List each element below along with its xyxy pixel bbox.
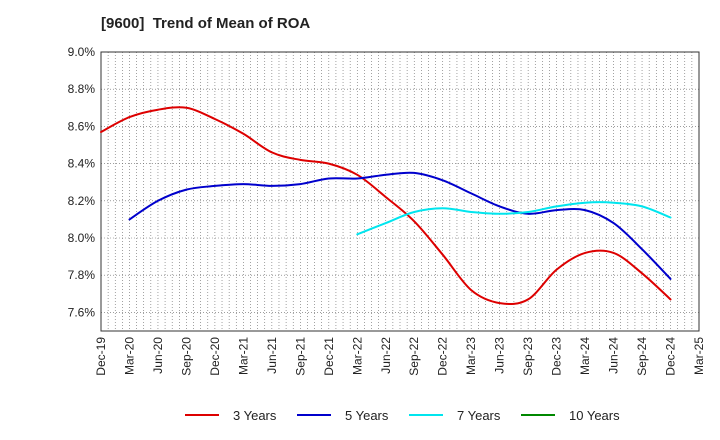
x-tick-label: Jun-22 — [379, 337, 393, 374]
x-tick-label: Dec-23 — [550, 337, 564, 376]
x-tick-label: Mar-20 — [122, 337, 136, 375]
x-tick-label: Mar-23 — [464, 337, 478, 375]
y-tick-label: 9.0% — [68, 45, 96, 59]
x-tick-label: Dec-19 — [94, 337, 108, 376]
series-line-5-years — [128, 171, 672, 280]
series-line-7-years — [356, 201, 672, 236]
legend-swatch — [185, 414, 219, 416]
x-tick-label: Mar-22 — [350, 337, 364, 375]
x-tick-label: Jun-23 — [493, 337, 507, 374]
legend: 3 Years 5 Years 7 Years 10 Years — [0, 403, 720, 427]
legend-label: 10 Years — [569, 407, 620, 423]
y-tick-label: 8.0% — [68, 231, 96, 245]
x-tick-label: Sep-24 — [635, 337, 649, 376]
x-tick-label: Mar-21 — [236, 337, 250, 375]
grid-lines — [100, 51, 700, 331]
x-tick-label: Dec-24 — [664, 337, 678, 376]
legend-swatch — [409, 414, 443, 416]
legend-item-10-years: 10 Years — [521, 403, 620, 427]
y-tick-label: 8.2% — [68, 194, 96, 208]
x-tick-label: Jun-21 — [265, 337, 279, 374]
x-axis-tick-labels: Dec-19 Mar-20 Jun-20 Sep-20 Dec-20 Mar-21 Jun-… — [94, 337, 706, 376]
legend-item-3-years: 3 Years — [185, 403, 276, 427]
plot-border — [100, 51, 700, 332]
legend-item-7-years: 7 Years — [409, 403, 500, 427]
x-tick-label: Jun-24 — [607, 337, 621, 374]
legend-label: 7 Years — [457, 407, 501, 423]
x-tick-label: Mar-25 — [692, 337, 706, 375]
x-tick-label: Dec-21 — [322, 337, 336, 376]
y-tick-label: 7.6% — [68, 305, 96, 319]
plot-frame — [100, 51, 700, 332]
legend-item-5-years: 5 Years — [297, 403, 388, 427]
y-tick-label: 8.4% — [68, 157, 96, 171]
y-tick-label: 8.6% — [68, 119, 96, 133]
legend-swatch — [521, 414, 555, 416]
chart-title: [9600] Trend of Mean of ROA — [101, 15, 311, 32]
y-axis-tick-labels: 7.6% 7.8% 8.0% 8.2% 8.4% 8.6% 8.8% 9.0% — [68, 45, 96, 319]
x-tick-label: Dec-22 — [436, 337, 450, 376]
y-tick-label: 8.8% — [68, 82, 96, 96]
series-lines — [100, 106, 672, 306]
x-tick-label: Dec-20 — [208, 337, 222, 376]
x-tick-label: Sep-23 — [521, 337, 535, 376]
y-tick-label: 7.8% — [68, 268, 96, 282]
x-tick-label: Sep-22 — [407, 337, 421, 376]
x-tick-label: Jun-20 — [151, 337, 165, 374]
legend-label: 3 Years — [233, 407, 277, 423]
legend-swatch — [297, 414, 331, 416]
x-tick-label: Sep-21 — [293, 337, 307, 376]
legend-label: 5 Years — [345, 407, 389, 423]
x-tick-label: Mar-24 — [578, 337, 592, 375]
x-tick-label: Sep-20 — [179, 337, 193, 376]
series-line-3-years — [100, 106, 672, 306]
